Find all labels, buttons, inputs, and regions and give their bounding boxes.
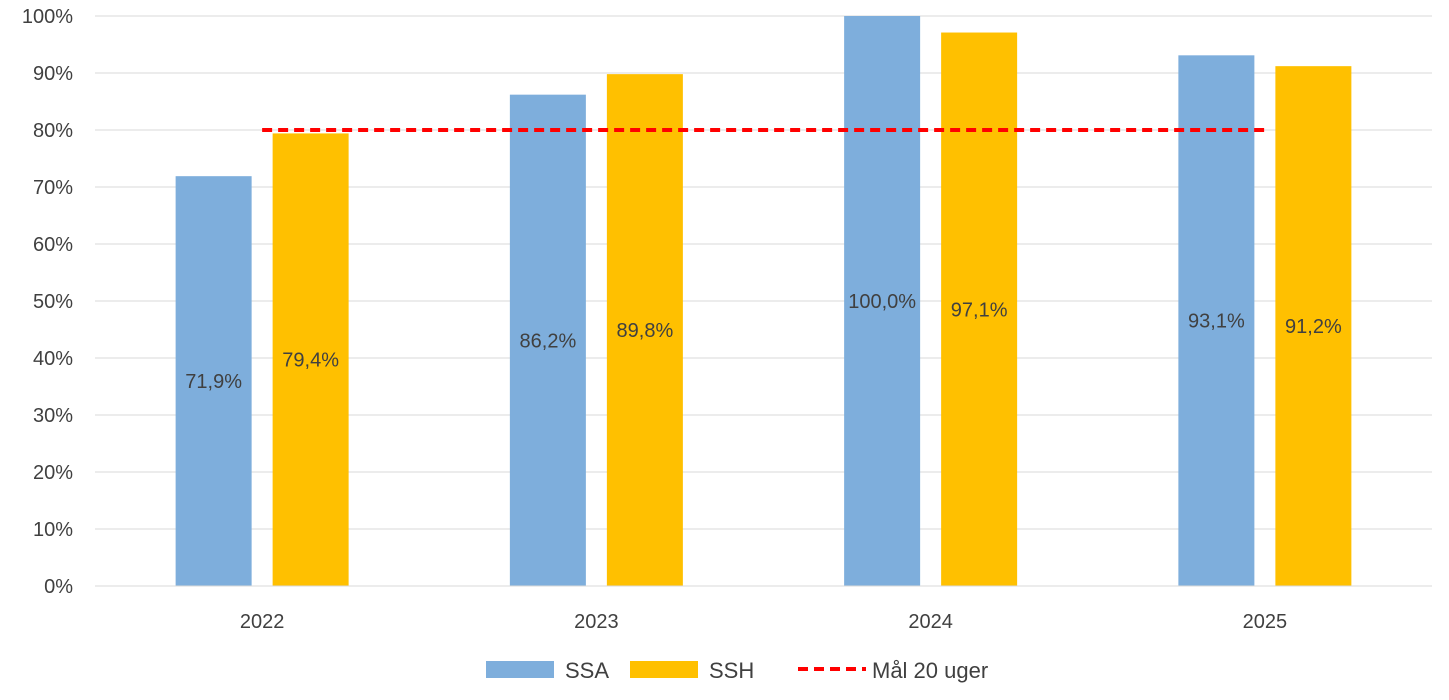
x-tick-label: 2025 [1243,611,1288,633]
bar-ssh [941,32,1018,586]
x-tick-label: 2024 [908,611,953,633]
x-tick-label: 2022 [240,611,285,633]
data-label: 71,9% [185,371,242,393]
legend-swatch-ssa [486,661,554,678]
y-tick-label: 30% [33,405,73,427]
bar-ssa [1178,55,1255,586]
y-tick-label: 10% [33,519,73,541]
data-label: 89,8% [617,320,674,342]
y-tick-label: 0% [44,576,73,598]
bar-ssh [272,133,349,587]
legend-label: Mål 20 uger [872,658,988,683]
y-tick-label: 100% [22,6,73,28]
y-tick-label: 70% [33,177,73,199]
bar-ssh [606,74,683,586]
data-label: 97,1% [951,299,1008,321]
data-label: 86,2% [520,330,577,352]
y-tick-label: 90% [33,63,73,85]
bar-ssa [844,16,921,586]
bar-ssh [1275,66,1352,586]
bar-ssa [509,94,586,586]
legend-label: SSH [709,658,754,683]
x-tick-label: 2023 [574,611,619,633]
data-label: 93,1% [1188,311,1245,333]
legend-swatch-ssh [630,661,698,678]
data-label: 100,0% [848,291,916,313]
y-tick-label: 50% [33,291,73,313]
legend-label: SSA [565,658,609,683]
y-tick-label: 60% [33,234,73,256]
y-tick-label: 40% [33,348,73,370]
data-label: 79,4% [282,350,339,372]
bar-ssa [175,176,252,587]
data-label: 91,2% [1285,316,1342,338]
y-tick-label: 80% [33,120,73,142]
y-tick-label: 20% [33,462,73,484]
